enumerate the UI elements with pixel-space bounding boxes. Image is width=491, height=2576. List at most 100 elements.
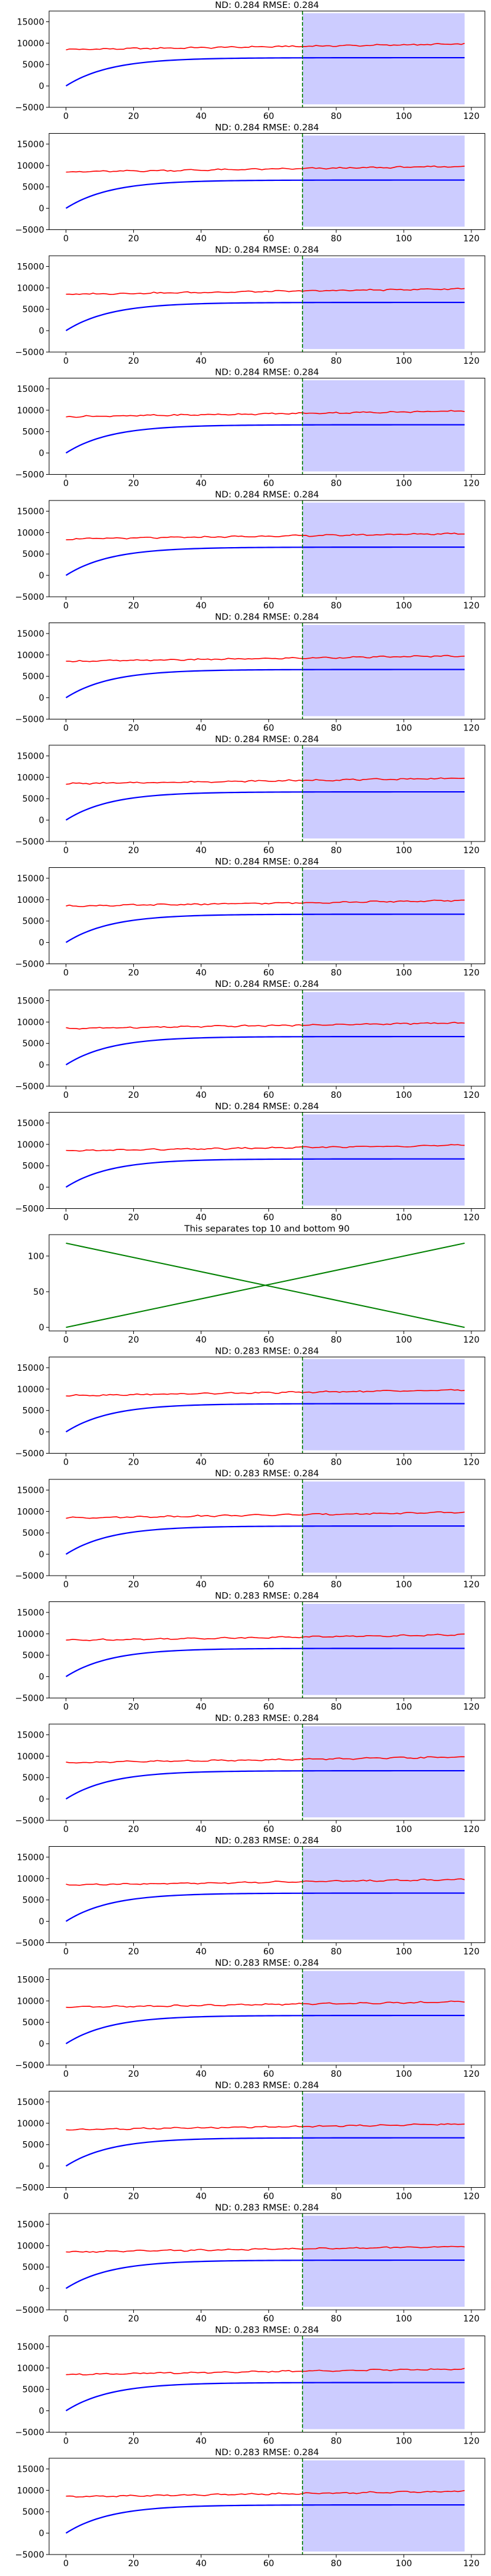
forecast-region — [302, 380, 465, 472]
x-tick-label: 100 — [396, 1091, 412, 1100]
x-tick-label: 0 — [63, 1947, 69, 1957]
y-tick-label: 5000 — [22, 2507, 44, 2517]
x-tick-label: 60 — [263, 1335, 274, 1345]
subplot-20: ND: 0.283 RMSE: 0.284 0 20 40 60 80 100 120 −500… — [15, 2448, 485, 2569]
axes-frame — [48, 745, 485, 842]
forecast-region — [302, 13, 465, 105]
y-tick-label: −5000 — [15, 960, 44, 970]
y-tick-label: 5000 — [22, 1406, 44, 1416]
axes-frame — [48, 2336, 485, 2432]
x-tick-label: 120 — [463, 112, 480, 121]
x-tick-label: 20 — [128, 1580, 139, 1590]
x-tick-label: 60 — [263, 1213, 274, 1223]
x-tick-label: 0 — [63, 724, 69, 734]
subplot-1: ND: 0.284 RMSE: 0.284 0 20 40 60 80 100 120 −500… — [15, 123, 485, 244]
forecast-region — [302, 1114, 465, 1206]
y-tick-label: 0 — [39, 2529, 44, 2539]
subplot-title: ND: 0.283 RMSE: 0.284 — [215, 1592, 319, 1601]
x-tick-label: 100 — [396, 2069, 412, 2079]
model-series-line — [65, 1525, 465, 1555]
subplot-0: ND: 0.284 RMSE: 0.284 0 20 40 60 80 100 120 −500… — [15, 1, 485, 121]
x-tick-label: 120 — [463, 724, 480, 734]
axes-frame — [48, 1968, 485, 2066]
x-tick-label: 20 — [128, 1091, 139, 1100]
subplot-13: ND: 0.283 RMSE: 0.284 0 20 40 60 80 100 120 −500… — [15, 1592, 485, 1712]
x-tick-label: 0 — [63, 1091, 69, 1100]
actual-series-line — [66, 2490, 465, 2498]
x-tick-label: 120 — [463, 2559, 480, 2569]
y-tick-label: −5000 — [15, 592, 44, 602]
y-tick-label: 5000 — [22, 2263, 44, 2272]
model-series-line — [65, 424, 465, 454]
y-tick-label: −5000 — [15, 1449, 44, 1459]
y-tick-label: 5000 — [22, 305, 44, 315]
y-tick-label: −5000 — [15, 470, 44, 480]
x-tick-label: 60 — [263, 846, 274, 856]
x-tick-label: 80 — [331, 1825, 342, 1834]
x-tick-label: 0 — [63, 2314, 69, 2324]
axes-frame — [48, 2458, 485, 2555]
x-tick-label: 80 — [331, 1580, 342, 1590]
y-tick-label: 5000 — [22, 2018, 44, 2028]
x-tick-label: 60 — [263, 112, 274, 121]
x-tick-label: 20 — [128, 1947, 139, 1957]
x-tick-label: 60 — [263, 2437, 274, 2447]
y-tick-label: 10000 — [17, 2486, 44, 2496]
y-tick-label: 5000 — [22, 427, 44, 437]
actual-series-line — [66, 288, 465, 295]
y-tick-label: −5000 — [15, 2306, 44, 2315]
y-tick-label: 15000 — [17, 2220, 44, 2229]
actual-series-line — [66, 1756, 465, 1764]
y-tick-label: 15000 — [17, 262, 44, 272]
y-tick-label: 5000 — [22, 794, 44, 804]
y-tick-label: 100 — [28, 1252, 44, 1262]
x-tick-label: 0 — [63, 2069, 69, 2079]
x-tick-label: 20 — [128, 601, 139, 611]
model-series-line — [65, 301, 465, 332]
y-tick-label: 10000 — [17, 1752, 44, 1761]
actual-series-line — [66, 165, 465, 173]
model-series-line — [65, 1158, 465, 1188]
subplot-15: ND: 0.283 RMSE: 0.284 0 20 40 60 80 100 120 −500… — [15, 1836, 485, 1957]
x-tick-label: 20 — [128, 479, 139, 489]
x-tick-label: 120 — [463, 1947, 480, 1957]
y-tick-label: 0 — [39, 1550, 44, 1560]
model-series-line — [65, 56, 465, 87]
x-tick-label: 120 — [463, 2437, 480, 2447]
subplot-title: ND: 0.284 RMSE: 0.284 — [215, 979, 319, 989]
x-tick-label: 40 — [196, 846, 207, 856]
y-tick-label: 5000 — [22, 1039, 44, 1049]
y-tick-label: 0 — [39, 1183, 44, 1193]
y-tick-label: −5000 — [15, 1816, 44, 1826]
y-tick-label: −5000 — [15, 715, 44, 725]
x-tick-label: 40 — [196, 724, 207, 734]
y-tick-label: 15000 — [17, 2098, 44, 2107]
y-tick-label: −5000 — [15, 2061, 44, 2071]
y-tick-label: 10000 — [17, 2364, 44, 2374]
y-tick-label: −5000 — [15, 837, 44, 847]
y-tick-label: 0 — [39, 2284, 44, 2294]
axes-frame — [48, 1601, 485, 1698]
x-tick-label: 80 — [331, 724, 342, 734]
y-tick-label: 10000 — [17, 1874, 44, 1884]
model-series-line — [65, 2014, 465, 2045]
subplot-9: ND: 0.284 RMSE: 0.284 0 20 40 60 80 100 120 −500… — [15, 1102, 485, 1223]
y-tick-label: 5000 — [22, 2141, 44, 2150]
x-tick-label: 100 — [396, 1580, 412, 1590]
axes-frame — [48, 2213, 485, 2310]
model-series-line — [65, 2137, 465, 2167]
y-tick-label: 0 — [39, 1795, 44, 1804]
x-tick-label: 40 — [196, 1458, 207, 1468]
x-tick-label: 120 — [463, 601, 480, 611]
forecast-region — [302, 2460, 465, 2552]
model-series-line — [65, 1035, 465, 1066]
actual-series-line — [66, 2367, 465, 2375]
x-tick-label: 40 — [196, 1580, 207, 1590]
y-tick-label: 10000 — [17, 528, 44, 538]
y-tick-label: 0 — [39, 1323, 44, 1333]
subplot-10: This separates top 10 and bottom 90 0 20 40… — [28, 1224, 485, 1345]
x-tick-label: 60 — [263, 724, 274, 734]
x-tick-label: 20 — [128, 2069, 139, 2079]
x-tick-label: 80 — [331, 2437, 342, 2447]
